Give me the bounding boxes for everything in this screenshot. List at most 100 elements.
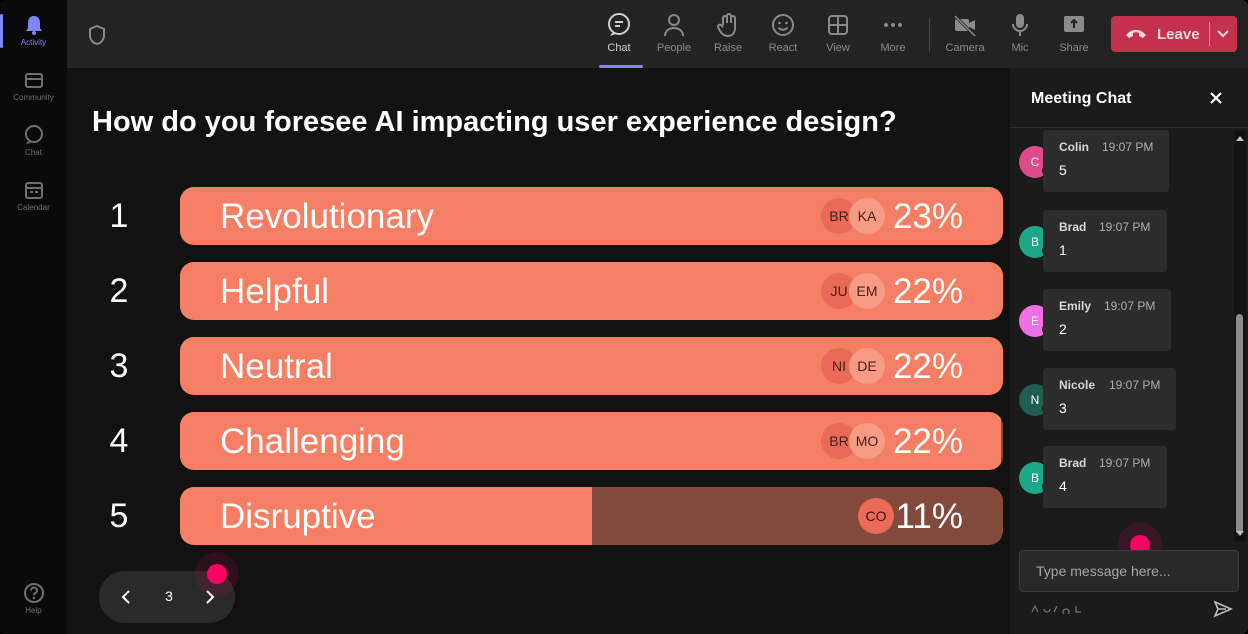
chat-message[interactable]: Emily 19:07 PM 2 [1043, 289, 1171, 351]
chevron-down-icon[interactable] [1215, 27, 1231, 41]
message-compose[interactable] [1019, 550, 1239, 592]
result-bar: Neutral NI DE 22% [180, 337, 1003, 395]
rail-item-calendar[interactable]: Calendar [0, 171, 67, 221]
toolbar-view-button[interactable]: View [811, 8, 865, 64]
toolbar-share-button[interactable]: Share [1047, 8, 1101, 64]
rail-item-chat[interactable]: Chat [0, 116, 67, 166]
bell-icon [25, 16, 42, 35]
chat-title: Meeting Chat [1031, 90, 1132, 107]
rail-item-community[interactable]: Community [0, 61, 67, 111]
chat-icon [24, 125, 43, 144]
scroll-thumb[interactable] [1236, 314, 1243, 534]
message-sender: Nicole [1059, 378, 1096, 392]
toolbar-people-button[interactable]: People [647, 8, 701, 64]
toolbar-chat-label: Chat [607, 42, 631, 54]
scroll-up-icon[interactable] [1235, 134, 1245, 142]
poll-option: 1 Revolutionary BR KA 23% [67, 187, 1010, 245]
option-percentage: 23% [892, 197, 963, 236]
smiley-icon [772, 14, 794, 36]
poll-option: 2 Helpful JU EM 22% [67, 262, 1010, 320]
message-timestamp: 19:07 PM [1102, 140, 1154, 154]
option-number: 3 [109, 347, 129, 385]
rail-item-activity[interactable]: Activity [0, 6, 67, 56]
message-sender: Emily [1059, 299, 1092, 313]
message-text: 4 [1059, 478, 1067, 494]
rail-label-community: Community [13, 93, 54, 102]
message-timestamp: 19:07 PM [1109, 378, 1161, 392]
community-icon [24, 73, 43, 88]
result-bar-fill [180, 487, 592, 545]
toolbar-people-label: People [656, 42, 692, 54]
toolbar-more-button[interactable]: More [866, 8, 920, 64]
toolbar-share-label: Share [1059, 42, 1089, 54]
send-icon[interactable] [1213, 600, 1233, 618]
app-rail: Activity Community Chat Calendar Help [0, 0, 67, 634]
voter-avatar: EM [849, 273, 885, 309]
format-tools-icon[interactable] [1030, 604, 1100, 614]
chevron-right-icon[interactable] [199, 587, 219, 607]
voter-avatar: CO [858, 498, 894, 534]
rail-label-calendar: Calendar [17, 203, 50, 212]
option-label: Disruptive [220, 497, 376, 536]
message-input[interactable] [1020, 551, 1238, 591]
voter-avatar: KA [849, 198, 885, 234]
chat-message[interactable]: Brad 19:07 PM 1 [1043, 210, 1167, 272]
chat-message[interactable]: Brad 19:07 PM 4 [1043, 446, 1167, 508]
scroll-down-icon[interactable] [1235, 530, 1245, 538]
toolbar-mic-button[interactable]: Mic [993, 8, 1047, 64]
leave-label: Leave [1157, 25, 1200, 43]
option-percentage: 11% [895, 497, 963, 536]
chevron-left-icon[interactable] [117, 587, 137, 607]
voter-avatar: DE [849, 348, 885, 384]
option-percentage: 22% [892, 272, 963, 311]
toolbar-divider [929, 18, 930, 52]
message-text: 3 [1059, 400, 1067, 416]
option-label: Revolutionary [220, 197, 434, 236]
share-icon [1064, 16, 1084, 32]
option-label: Helpful [220, 272, 329, 311]
result-bar: Disruptive CO 11% [180, 487, 1003, 545]
meeting-toolbar: Chat People Raise React View More Camera [67, 0, 1248, 68]
toolbar-camera-button[interactable]: Camera [938, 8, 992, 64]
chat-message[interactable]: Nicole 19:07 PM 3 [1043, 368, 1176, 430]
result-bar: Helpful JU EM 22% [180, 262, 1003, 320]
poll-stage: How do you foresee AI impacting user exp… [67, 68, 1010, 634]
avatar-initial: B [1030, 235, 1039, 249]
toolbar-mic-label: Mic [1011, 42, 1029, 54]
poll-question: How do you foresee AI impacting user exp… [92, 106, 897, 138]
message-text: 5 [1059, 162, 1067, 178]
leave-divider [1209, 22, 1210, 46]
toolbar-react-button[interactable]: React [756, 8, 810, 64]
rail-label-chat: Chat [25, 148, 42, 157]
poll-option: 3 Neutral NI DE 22% [67, 337, 1010, 395]
result-bar: Challenging BR MO 22% [180, 412, 1003, 470]
option-number: 5 [109, 497, 129, 535]
option-number: 4 [109, 422, 129, 460]
toolbar-raise-label: Raise [713, 42, 743, 54]
chat-icon [608, 13, 630, 36]
voter-avatar: JU [821, 273, 857, 309]
rail-item-help[interactable]: Help [0, 574, 67, 624]
toolbar-react-label: React [768, 42, 798, 54]
message-sender: Brad [1059, 220, 1087, 234]
toolbar-camera-label: Camera [945, 42, 985, 54]
shield-icon[interactable] [87, 24, 107, 46]
toolbar-raise-button[interactable]: Raise [701, 8, 755, 64]
chat-scrollbar[interactable] [1234, 130, 1246, 542]
option-number: 1 [109, 197, 129, 235]
people-icon [664, 14, 684, 37]
message-timestamp: 19:07 PM [1104, 299, 1156, 313]
chat-header: Meeting Chat [1010, 68, 1248, 128]
message-timestamp: 19:07 PM [1099, 220, 1151, 234]
toolbar-view-label: View [826, 42, 850, 54]
toolbar-chat-button[interactable]: Chat [592, 8, 646, 68]
close-icon[interactable] [1208, 90, 1224, 106]
rail-label-activity: Activity [20, 38, 47, 47]
chat-message[interactable]: Colin 19:07 PM 5 [1043, 130, 1169, 192]
meeting-chat-panel: Meeting Chat C Colin 19:07 PM 5 B Brad 19:07 P… [1010, 68, 1248, 634]
leave-button[interactable]: Leave [1111, 16, 1237, 52]
option-label: Neutral [220, 347, 333, 386]
option-number: 2 [109, 272, 129, 310]
avatar-initial: C [1030, 155, 1040, 169]
